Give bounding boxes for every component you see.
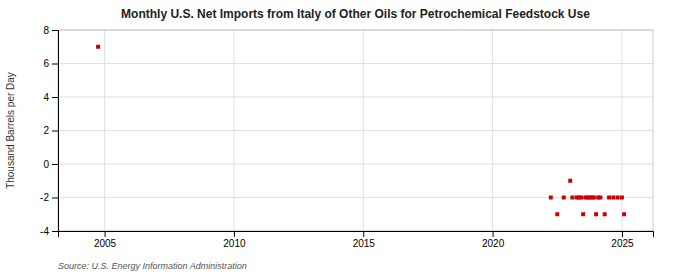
y-tick-label: 6 — [43, 58, 49, 69]
y-tick: 6 — [43, 58, 58, 69]
point — [568, 179, 572, 183]
point — [598, 196, 602, 200]
y-tick-mark — [52, 64, 58, 65]
point — [603, 212, 607, 216]
x-tick-mark — [493, 231, 494, 237]
x-tick: 2015 — [353, 231, 376, 249]
point — [96, 45, 100, 49]
point — [555, 212, 559, 216]
y-tick-label: 0 — [43, 159, 49, 170]
x-tick: 2025 — [611, 231, 634, 249]
x-tick-label: 2020 — [482, 238, 505, 249]
grid-line-y — [58, 97, 653, 98]
y-tick-label: -2 — [40, 192, 49, 203]
point — [616, 196, 620, 200]
y-axis: -4 -2 0 2 4 6 8 — [40, 25, 58, 237]
y-tick: 8 — [43, 25, 58, 36]
y-tick-label: 4 — [43, 92, 49, 103]
x-tick-label: 2025 — [611, 238, 634, 249]
points — [96, 45, 626, 217]
grid-line-y — [58, 164, 653, 165]
plot-frame — [58, 30, 653, 231]
y-tick: -2 — [40, 192, 58, 203]
point — [620, 196, 624, 200]
x-axis: 2005 2010 2015 2020 2025 — [59, 231, 654, 249]
source-note: Source: U.S. Energy Information Administ… — [58, 261, 247, 271]
y-tick: 4 — [43, 92, 58, 103]
x-tick-mark — [234, 231, 235, 237]
y-tick-mark — [52, 97, 58, 98]
x-tick-label: 2015 — [353, 238, 376, 249]
x-tick-label: 2010 — [223, 238, 246, 249]
x-tick: 2020 — [482, 231, 505, 249]
y-tick-label: -4 — [40, 226, 49, 237]
point — [581, 212, 585, 216]
x-tick-mark — [363, 231, 364, 237]
point — [579, 196, 583, 200]
y-tick-mark — [52, 231, 58, 232]
grid-line-y — [58, 130, 653, 131]
y-tick-label: 8 — [43, 25, 49, 36]
title: Monthly U.S. Net Imports from Italy of O… — [121, 7, 590, 21]
point — [594, 212, 598, 216]
x-tick-mark — [622, 231, 623, 237]
plot-area: 2005 2010 2015 2020 2025 -4 -2 0 2 4 6 8 — [40, 25, 653, 249]
point — [549, 196, 553, 200]
point — [611, 196, 615, 200]
x-axis-line — [59, 232, 654, 238]
point — [570, 196, 574, 200]
y-tick-mark — [52, 164, 58, 165]
y-tick-mark — [52, 198, 58, 199]
x-tick: 2010 — [223, 231, 246, 249]
point — [592, 196, 596, 200]
x-tick-mark — [105, 231, 106, 237]
y-tick: 0 — [43, 159, 58, 170]
x-tick: 2005 — [94, 231, 117, 249]
point — [622, 212, 626, 216]
y-axis-line — [52, 31, 59, 232]
y-tick-mark — [52, 131, 58, 132]
point — [607, 196, 611, 200]
grid — [58, 30, 653, 231]
y-tick: 2 — [43, 125, 58, 136]
y-tick-mark — [52, 30, 58, 31]
x-tick-label: 2005 — [94, 238, 117, 249]
chart: 2005 2010 2015 2020 2025 -4 -2 0 2 4 6 8 Monthly U.S… — [0, 0, 675, 275]
grid-line-y — [58, 63, 653, 64]
y-axis-label: Thousand Barrels per Day — [5, 72, 16, 189]
y-tick: -4 — [40, 226, 58, 237]
point — [562, 196, 566, 200]
y-tick-label: 2 — [43, 125, 49, 136]
